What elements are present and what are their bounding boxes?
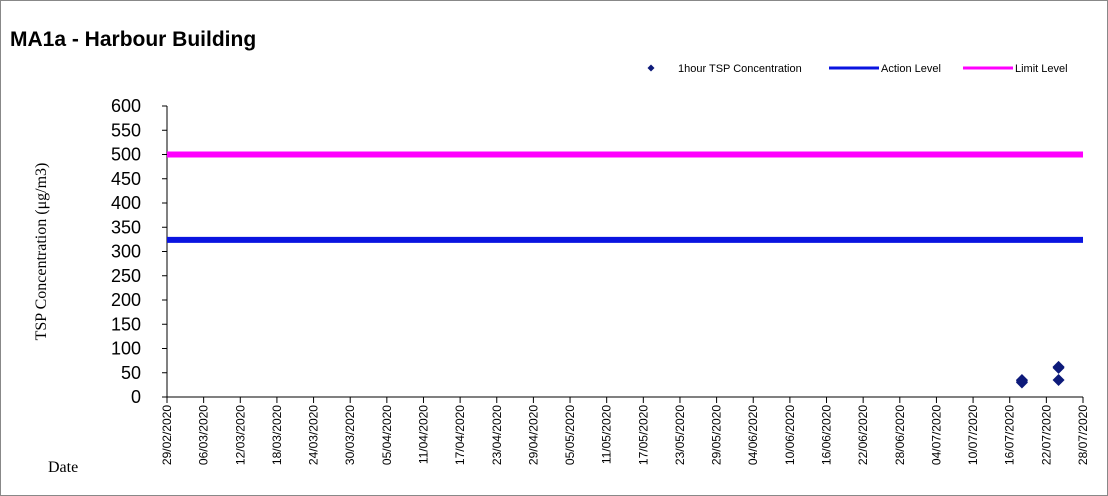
data-point — [1015, 374, 1028, 387]
y-tick-label: 350 — [111, 217, 141, 237]
x-tick-label: 16/06/2020 — [820, 405, 834, 465]
y-tick-label: 550 — [111, 120, 141, 140]
x-tick-label: 06/03/2020 — [197, 405, 211, 465]
x-tick-label: 23/05/2020 — [673, 405, 687, 465]
x-tick-label: 29/04/2020 — [526, 405, 540, 465]
x-tick-label: 29/05/2020 — [710, 405, 724, 465]
y-tick-label: 600 — [111, 96, 141, 116]
data-point — [1052, 374, 1065, 387]
y-tick-label: 300 — [111, 242, 141, 262]
x-tick-label: 16/07/2020 — [1003, 405, 1017, 465]
legend-marker-1hour-tsp-concentration — [647, 64, 655, 72]
x-tick-label: 28/06/2020 — [893, 405, 907, 465]
legend-label-action-level: Action Level — [881, 63, 941, 75]
y-tick-label: 450 — [111, 169, 141, 189]
x-tick-label: 11/05/2020 — [600, 405, 614, 464]
y-tick-label: 500 — [111, 145, 141, 165]
y-tick-label: 0 — [131, 387, 141, 407]
x-tick-label: 30/03/2020 — [343, 405, 357, 465]
x-tick-label: 12/03/2020 — [233, 405, 247, 465]
x-tick-label: 17/05/2020 — [636, 405, 650, 465]
y-tick-label: 50 — [121, 363, 141, 383]
y-tick-label: 400 — [111, 193, 141, 213]
x-tick-label: 05/04/2020 — [380, 405, 394, 465]
x-tick-label: 17/04/2020 — [453, 405, 467, 465]
y-tick-label: 250 — [111, 266, 141, 286]
x-tick-label: 11/04/2020 — [416, 405, 430, 464]
legend-label-1hour-tsp-concentration: 1hour TSP Concentration — [678, 63, 802, 75]
data-point — [1052, 360, 1065, 373]
x-tick-label: 10/06/2020 — [783, 405, 797, 465]
y-tick-label: 150 — [111, 314, 141, 334]
y-tick-label: 100 — [111, 339, 141, 359]
x-tick-label: 28/07/2020 — [1076, 405, 1090, 465]
x-tick-label: 05/05/2020 — [563, 405, 577, 465]
x-tick-label: 24/03/2020 — [307, 405, 321, 465]
x-tick-label: 22/06/2020 — [856, 405, 870, 465]
x-tick-label: 04/06/2020 — [746, 405, 760, 465]
x-tick-label: 10/07/2020 — [966, 405, 980, 465]
x-tick-label: 29/02/2020 — [160, 405, 174, 465]
legend-label-limit-level: Limit Level — [1015, 63, 1068, 75]
x-axis-title: Date — [48, 459, 78, 476]
x-tick-label: 18/03/2020 — [270, 405, 284, 465]
y-axis-title: TSP Concentration (μg/m3) — [33, 163, 50, 341]
chart-title: MA1a - Harbour Building — [10, 28, 257, 51]
y-tick-label: 200 — [111, 290, 141, 310]
x-tick-label: 23/04/2020 — [490, 405, 504, 465]
x-tick-label: 22/07/2020 — [1039, 405, 1053, 465]
x-tick-label: 04/07/2020 — [929, 405, 943, 465]
